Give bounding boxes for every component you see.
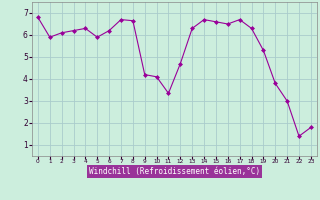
X-axis label: Windchill (Refroidissement éolien,°C): Windchill (Refroidissement éolien,°C) [89,167,260,176]
